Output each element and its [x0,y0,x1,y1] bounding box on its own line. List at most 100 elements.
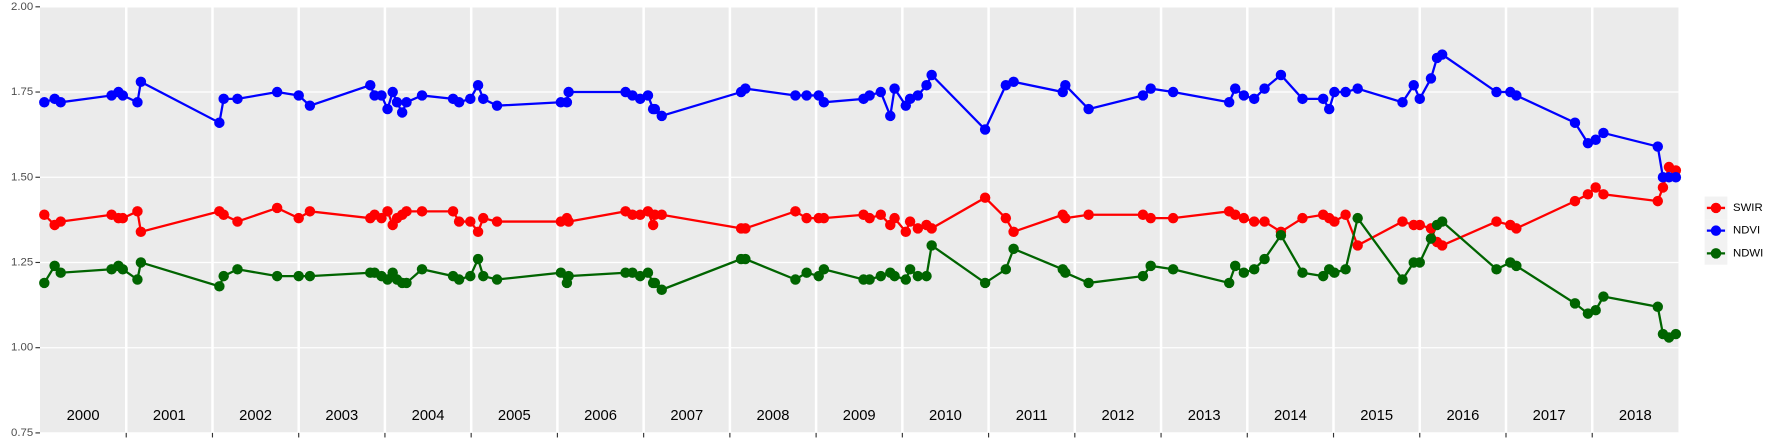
point [491,274,503,285]
point [1083,277,1094,289]
point [1317,93,1329,105]
point [117,212,129,224]
point [218,93,229,105]
legend-key-point [1710,202,1722,214]
point [889,83,900,94]
point [396,107,408,118]
year-label: 2003 [325,408,358,424]
point [790,206,801,217]
legend: SWIR NDVI NDWI [1704,196,1763,265]
point [1340,86,1351,98]
year-label: 2016 [1446,408,1479,424]
point [801,90,812,101]
point [818,264,830,275]
point [1167,212,1179,224]
point [1436,240,1448,251]
legend-label: NDWI [1733,247,1763,259]
year-label: 2008 [757,408,790,424]
point [1238,267,1250,278]
point [1670,172,1682,183]
point [1329,216,1340,227]
point [563,216,574,227]
point [293,270,304,282]
point [1598,189,1609,200]
point [271,86,283,98]
legend-label: SWIR [1733,202,1763,214]
year-label: 2009 [843,408,876,424]
point [864,212,875,224]
point [1352,83,1363,94]
point [1590,182,1601,193]
year-label: 2011 [1016,408,1048,424]
point [1491,216,1502,227]
point [1414,93,1425,105]
point [563,270,574,282]
point [740,253,751,265]
point [1652,141,1663,152]
point [912,90,924,101]
point [647,219,659,231]
point [416,264,428,275]
point [1340,264,1351,275]
point [1340,209,1351,220]
point [1060,212,1071,224]
point [447,206,459,217]
point [1491,86,1502,98]
point [1511,223,1522,234]
point [818,212,830,224]
point [801,212,812,224]
point [416,206,428,217]
point [304,100,316,111]
point [912,270,924,282]
point [1511,90,1522,101]
point [864,274,875,285]
point [1352,240,1363,251]
point [1590,304,1601,316]
point [1248,93,1260,105]
point [387,86,398,98]
point [135,226,147,238]
point [132,274,143,285]
point [365,79,376,91]
point [1569,298,1581,309]
point [491,216,503,227]
point [1425,233,1437,244]
point [1436,49,1448,60]
point [401,97,412,108]
point [1259,216,1270,227]
point [979,277,991,289]
point [1598,127,1609,139]
point [376,90,387,101]
point [627,209,638,220]
point [1297,267,1308,278]
point [39,209,50,220]
point [1167,264,1179,275]
point [214,117,225,128]
year-label: 2012 [1102,408,1135,424]
point [740,83,751,94]
point [1329,86,1340,98]
point [904,216,916,227]
point [376,212,387,224]
point [563,86,574,98]
point [790,274,801,285]
year-label: 2001 [153,408,186,424]
point [1223,97,1235,108]
point [1511,260,1522,272]
year-label: 2005 [498,408,531,424]
point [1259,83,1270,94]
point [1229,260,1241,272]
point [416,90,428,101]
point [39,277,50,289]
point [1598,291,1609,302]
point [55,267,66,278]
year-label: 2006 [584,408,617,424]
point [875,209,887,220]
point [1137,90,1149,101]
point [232,264,243,275]
point [478,270,489,282]
point [117,90,129,101]
point [1569,117,1581,128]
point [1238,212,1250,224]
